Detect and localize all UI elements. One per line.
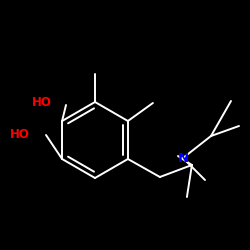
Text: N: N (178, 152, 188, 164)
Text: HO: HO (10, 128, 30, 141)
Text: HO: HO (32, 96, 52, 110)
